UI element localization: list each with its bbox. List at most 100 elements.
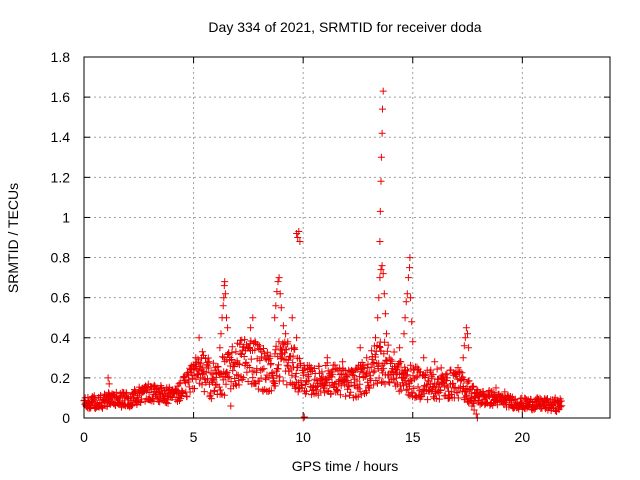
data-point: [310, 365, 318, 372]
data-point: [190, 372, 198, 380]
data-point: [105, 380, 113, 388]
data-point: [198, 348, 206, 356]
data-point: [383, 330, 390, 338]
data-point: [295, 228, 303, 235]
data-point: [288, 314, 296, 322]
chart-title: Day 334 of 2021, SRMTID for receiver dod…: [208, 19, 481, 35]
data-point: [219, 353, 226, 361]
data-point: [191, 385, 198, 393]
data-point: [323, 387, 331, 395]
data-point: [279, 377, 287, 385]
data-point: [449, 379, 457, 387]
data-point: [207, 389, 215, 397]
data-point: [423, 381, 431, 389]
data-point: [225, 373, 233, 381]
data-point: [402, 298, 410, 306]
data-point: [192, 354, 200, 362]
data-point: [363, 354, 371, 362]
data-point: [336, 391, 344, 399]
data-point: [221, 290, 229, 298]
data-point: [378, 262, 386, 270]
x-tick-label: 0: [80, 429, 88, 445]
x-tick-label: 20: [515, 429, 531, 445]
data-point: [276, 373, 284, 381]
data-point: [276, 290, 284, 298]
data-point: [408, 318, 416, 326]
data-point: [314, 391, 322, 399]
data-point: [367, 363, 375, 371]
data-point: [275, 338, 283, 346]
data-point: [437, 387, 445, 394]
data-point: [175, 380, 183, 388]
data-point: [232, 348, 240, 356]
data-point: [183, 393, 191, 401]
data-point: [460, 342, 468, 350]
data-point: [211, 381, 219, 389]
data-point: [264, 388, 272, 395]
data-point: [315, 362, 323, 370]
data-point: [247, 355, 255, 363]
data-point: [453, 389, 461, 397]
data-point: [289, 352, 297, 360]
data-point: [295, 355, 303, 363]
data-point: [321, 382, 329, 390]
data-point: [222, 370, 230, 378]
data-point: [294, 388, 302, 396]
data-point: [195, 334, 203, 342]
data-point: [257, 366, 265, 374]
data-point: [472, 410, 480, 418]
axis-ticks: 0 0.2 0.4 0.6 0.8 1 1.2 1.4 1.6 1.8 0 5 10 15 20: [51, 49, 610, 445]
data-point: [293, 334, 301, 342]
data-point: [275, 361, 282, 369]
data-point: [300, 413, 308, 421]
data-point: [464, 330, 471, 338]
y-tick-label: 0.4: [51, 330, 71, 346]
data-point: [260, 345, 267, 352]
data-point: [414, 383, 422, 391]
data-point: [334, 387, 342, 395]
data-point: [305, 377, 313, 385]
data-point: [221, 278, 229, 286]
data-point: [99, 404, 106, 412]
data-point: [267, 387, 275, 395]
data-point: [209, 370, 217, 378]
data-point: [289, 359, 297, 367]
data-point: [228, 349, 236, 357]
data-point: [220, 391, 228, 399]
data-point: [407, 294, 415, 302]
data-point: [437, 364, 445, 372]
data-point: [222, 380, 230, 388]
data-point: [420, 354, 428, 362]
data-point: [412, 373, 420, 381]
data-point: [197, 359, 205, 367]
y-axis-label: SRMTID / TECUs: [5, 183, 21, 293]
data-point: [463, 391, 471, 399]
data-point: [379, 105, 386, 113]
data-point: [260, 365, 268, 373]
data-point: [231, 375, 239, 382]
data-point: [249, 314, 257, 322]
data-point: [284, 356, 292, 364]
data-point: [460, 376, 468, 383]
data-point: [223, 314, 230, 322]
data-point: [409, 338, 417, 346]
data-point: [462, 324, 470, 332]
data-point: [377, 177, 385, 185]
data-point: [228, 356, 235, 363]
data-point: [323, 354, 331, 362]
data-point: [396, 344, 404, 352]
data-point: [189, 375, 196, 383]
data-point: [104, 374, 112, 382]
data-point: [242, 358, 250, 366]
data-point: [406, 254, 414, 262]
data-point: [284, 338, 292, 346]
data-point: [235, 361, 243, 368]
data-point: [429, 370, 437, 378]
data-point: [337, 382, 345, 390]
data-point: [271, 382, 279, 390]
data-point: [327, 390, 335, 398]
data-point: [288, 371, 296, 379]
y-tick-label: 1.2: [51, 169, 71, 185]
data-point: [403, 290, 411, 298]
